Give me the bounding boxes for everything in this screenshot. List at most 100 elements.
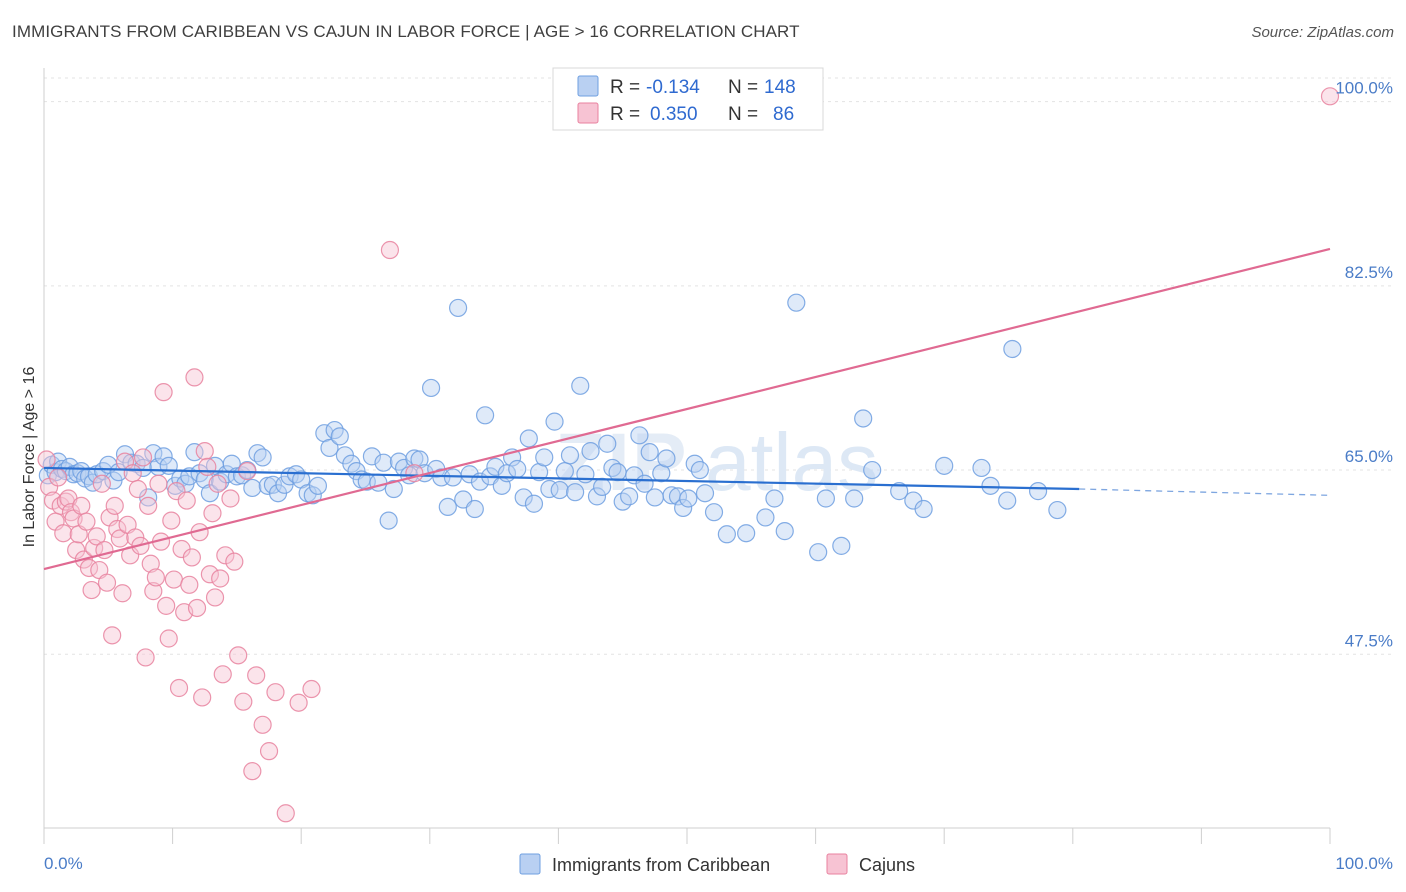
- data-point: [276, 804, 295, 823]
- data-point: [177, 491, 196, 510]
- data-point: [566, 483, 585, 502]
- data-point: [640, 443, 659, 462]
- data-point: [92, 474, 111, 493]
- grid-lines: [44, 77, 1395, 655]
- data-point: [630, 426, 649, 445]
- data-point: [208, 474, 227, 493]
- data-point: [519, 429, 538, 448]
- data-point: [133, 448, 153, 467]
- data-point: [198, 457, 217, 476]
- y-tick-labels: 47.5% 65.0% 82.5% 100.0%: [1335, 79, 1393, 651]
- series-caribbean: [38, 293, 1067, 562]
- data-point: [253, 448, 272, 467]
- data-point: [374, 453, 393, 472]
- data-point: [225, 552, 244, 571]
- data-point: [103, 626, 122, 645]
- data-point: [998, 491, 1017, 510]
- data-point: [448, 298, 468, 318]
- legend-r-label: R =: [610, 104, 640, 125]
- data-point: [890, 482, 909, 501]
- data-point: [303, 486, 322, 505]
- data-point: [205, 588, 225, 607]
- watermark: ZIP atlas: [555, 417, 878, 508]
- bottom-legend-label-caribbean: Immigrants from Caribbean: [552, 855, 770, 875]
- data-point: [87, 527, 106, 546]
- data-point: [320, 438, 339, 458]
- data-point: [914, 499, 933, 519]
- y-tick-label: 100.0%: [1335, 79, 1393, 98]
- data-point: [113, 584, 132, 603]
- data-point: [105, 496, 124, 515]
- x-tick-labels: 0.0% 100.0%: [44, 854, 1393, 873]
- data-point: [832, 536, 851, 555]
- data-point: [816, 489, 835, 508]
- data-point: [524, 494, 544, 513]
- legend-swatch-caribbean: [577, 75, 599, 97]
- source-label: Source: ZipAtlas.com: [1251, 24, 1394, 41]
- data-point: [123, 464, 142, 483]
- data-point: [247, 666, 266, 685]
- data-point: [302, 679, 321, 699]
- data-point: [787, 293, 806, 312]
- data-point: [674, 498, 693, 518]
- data-point: [200, 565, 219, 584]
- data-point: [1028, 482, 1048, 501]
- x-tick-label: 0.0%: [44, 854, 83, 873]
- data-point: [243, 478, 262, 498]
- data-point: [737, 524, 756, 543]
- data-point: [259, 742, 279, 761]
- data-point: [128, 479, 147, 499]
- legend-r-value: 0.350: [650, 104, 698, 125]
- data-point: [514, 488, 533, 507]
- trend-line-caribbean-extension: [1079, 488, 1331, 496]
- data-point: [193, 688, 212, 707]
- data-point: [308, 476, 328, 495]
- data-point: [149, 474, 168, 493]
- data-point: [97, 573, 117, 592]
- data-point: [765, 489, 784, 508]
- data-point: [72, 496, 91, 515]
- data-point: [203, 504, 222, 523]
- data-point: [475, 406, 495, 425]
- data-point: [180, 467, 199, 486]
- data-point: [690, 460, 709, 480]
- data-point: [229, 646, 248, 665]
- data-point: [211, 569, 230, 588]
- data-point: [185, 368, 204, 387]
- data-point: [809, 543, 828, 562]
- bottom-legend-label-cajun: Cajuns: [859, 855, 915, 875]
- data-point: [679, 489, 698, 508]
- data-point: [935, 456, 954, 475]
- data-point: [154, 383, 173, 402]
- data-point: [67, 540, 86, 560]
- bottom-legend-swatch-cajun: [826, 853, 848, 875]
- legend-n-value: 86: [773, 104, 794, 125]
- chart-title: IMMIGRANTS FROM CARIBBEAN VS CAJUN IN LA…: [12, 22, 800, 41]
- y-tick-label: 82.5%: [1345, 263, 1393, 282]
- data-point: [775, 522, 794, 541]
- data-point: [187, 598, 207, 618]
- data-point: [576, 465, 595, 484]
- axes: [43, 68, 1331, 844]
- legend-n-label: N =: [728, 104, 758, 125]
- trend-line-caribbean: [43, 466, 1080, 491]
- data-point: [438, 497, 457, 517]
- data-point: [144, 444, 163, 463]
- data-point: [139, 496, 158, 515]
- data-point: [146, 568, 165, 587]
- data-point: [82, 580, 101, 600]
- bottom-legend-swatch-caribbean: [519, 853, 541, 875]
- legend: R = -0.134 N = 148 R = 0.350 N = 86: [552, 67, 824, 131]
- data-point: [854, 409, 873, 428]
- data-point: [141, 554, 160, 573]
- data-point: [289, 693, 308, 712]
- data-point: [587, 487, 607, 506]
- trend-line-cajuns: [43, 247, 1331, 571]
- y-tick-label: 65.0%: [1345, 447, 1393, 466]
- data-point: [508, 459, 527, 479]
- watermark-atlas: atlas: [705, 417, 878, 508]
- data-point: [550, 480, 569, 500]
- data-point: [384, 479, 403, 499]
- data-point: [164, 570, 183, 589]
- data-point: [593, 477, 612, 496]
